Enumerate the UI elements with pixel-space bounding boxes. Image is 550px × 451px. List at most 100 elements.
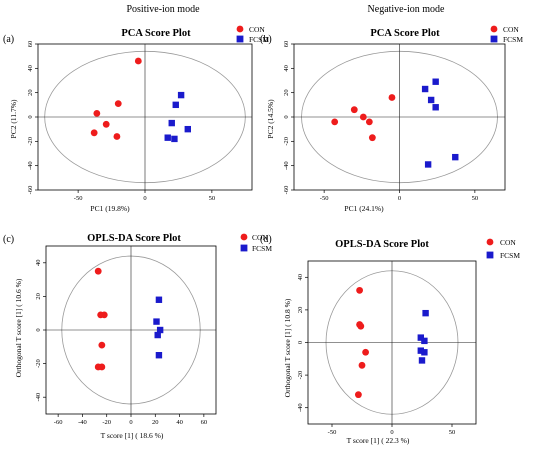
y-tick-label: 20 [297, 307, 304, 314]
y-tick-label: 40 [297, 274, 304, 281]
y-tick-label: 60 [27, 41, 34, 48]
x-tick-label: -60 [54, 419, 63, 426]
legend: CON FCSM [236, 25, 269, 44]
x-tick-label: -50 [74, 195, 83, 202]
y-axis-label: PC2 (14.5%) [266, 99, 275, 139]
y-tick-label: 20 [27, 89, 34, 96]
point-fcsm [452, 153, 459, 161]
y-tick-label: -40 [27, 161, 34, 170]
legend-label-fcsm: FCSM [503, 35, 523, 44]
point-con [331, 118, 339, 126]
x-axis-label: PC1 (24.1%) [344, 204, 384, 213]
point-con [357, 322, 365, 330]
point-fcsm [171, 135, 178, 143]
legend-marker-fcsm [490, 35, 498, 43]
point-con [102, 120, 110, 128]
point-con [114, 100, 122, 108]
legend-label-fcsm: FCSM [500, 251, 520, 260]
legend-marker-con [236, 25, 244, 33]
plot-title: OPLS-DA Score Plot [335, 239, 429, 250]
legend-label-con: CON [503, 25, 519, 34]
point-fcsm [417, 347, 424, 354]
y-tick-label: -60 [283, 186, 290, 195]
point-con [356, 286, 363, 294]
y-tick-label: -20 [297, 371, 304, 380]
legend: CON FCSM [486, 238, 520, 260]
point-fcsm [427, 96, 435, 104]
legend: CON FCSM [490, 25, 523, 44]
legend-marker-con [490, 25, 498, 33]
point-fcsm [432, 104, 439, 111]
point-con [368, 134, 376, 142]
point-fcsm [422, 309, 429, 317]
x-tick-label: -50 [320, 195, 329, 202]
point-con [93, 109, 101, 117]
point-fcsm [421, 85, 429, 93]
x-axis-label: PC1 (19.8%) [90, 204, 130, 213]
panel-b: (b) PCA Score Plot PC1 (24.1%) PC2 (14.5… [260, 25, 523, 213]
positive-mode-title: Positive-ion mode [126, 4, 200, 15]
panel-letter: (d) [260, 234, 272, 245]
point-con [359, 113, 367, 121]
point-fcsm [168, 119, 175, 127]
legend-label-fcsm: FCSM [249, 35, 269, 44]
y-tick-label: -40 [297, 403, 304, 412]
y-tick-label: 0 [27, 115, 34, 118]
legend-label-con: CON [252, 233, 268, 242]
point-fcsm [172, 101, 179, 109]
legend-marker-fcsm [236, 35, 244, 43]
x-tick-label: 20 [152, 419, 159, 426]
x-tick-label: 40 [176, 419, 183, 426]
legend-label-con: CON [500, 238, 516, 247]
x-tick-label: -40 [78, 419, 87, 426]
x-axis-label: T score [1] ( 18.6 %) [101, 431, 164, 440]
point-con [134, 57, 142, 65]
y-tick-label: -60 [27, 186, 34, 195]
y-tick-label: 40 [283, 65, 290, 72]
point-fcsm [424, 161, 432, 168]
y-tick-label: 40 [27, 65, 34, 72]
y-tick-label: 20 [283, 89, 290, 96]
y-tick-label: 0 [35, 328, 42, 331]
y-tick-label: 20 [35, 293, 42, 300]
x-tick-label: 50 [209, 195, 216, 202]
x-tick-label: -20 [102, 419, 111, 426]
point-fcsm [155, 296, 163, 303]
legend-label-fcsm: FCSM [252, 244, 272, 253]
panel-letter: (b) [260, 34, 272, 45]
point-con [100, 311, 108, 319]
legend-marker-fcsm [240, 244, 248, 252]
x-tick-label: 0 [143, 195, 146, 202]
point-fcsm [155, 352, 163, 359]
x-tick-label: 0 [129, 419, 132, 426]
point-con [94, 267, 102, 275]
panel-letter: (a) [3, 34, 14, 45]
legend: CON FCSM [240, 233, 272, 253]
point-fcsm [184, 125, 191, 133]
y-tick-label: 60 [283, 41, 290, 48]
point-con [362, 348, 369, 356]
plot-title: PCA Score Plot [121, 28, 191, 39]
point-con [98, 341, 106, 349]
panel-d: (d) OPLS-DA Score Plot T score [1] ( 22.… [260, 234, 520, 445]
point-fcsm [432, 78, 439, 85]
point-con [90, 129, 98, 137]
point-con [388, 94, 396, 101]
point-con [113, 133, 121, 140]
point-fcsm [154, 331, 161, 339]
point-fcsm [417, 334, 424, 341]
y-tick-label: -40 [35, 393, 42, 402]
legend-label-con: CON [249, 25, 265, 34]
plot-title: OPLS-DA Score Plot [87, 233, 181, 244]
y-tick-label: -40 [283, 161, 290, 170]
x-tick-label: 60 [201, 419, 208, 426]
point-con [350, 106, 358, 114]
legend-marker-fcsm [486, 251, 494, 259]
point-con [358, 361, 366, 369]
y-tick-label: 0 [297, 341, 304, 344]
panel-letter: (c) [3, 234, 14, 245]
x-axis-label: T score [1] ( 22.3 %) [347, 436, 410, 445]
panel-a: (a) PCA Score Plot PC1 (19.8%) PC2 (11.7… [3, 25, 269, 213]
point-fcsm [164, 134, 171, 141]
